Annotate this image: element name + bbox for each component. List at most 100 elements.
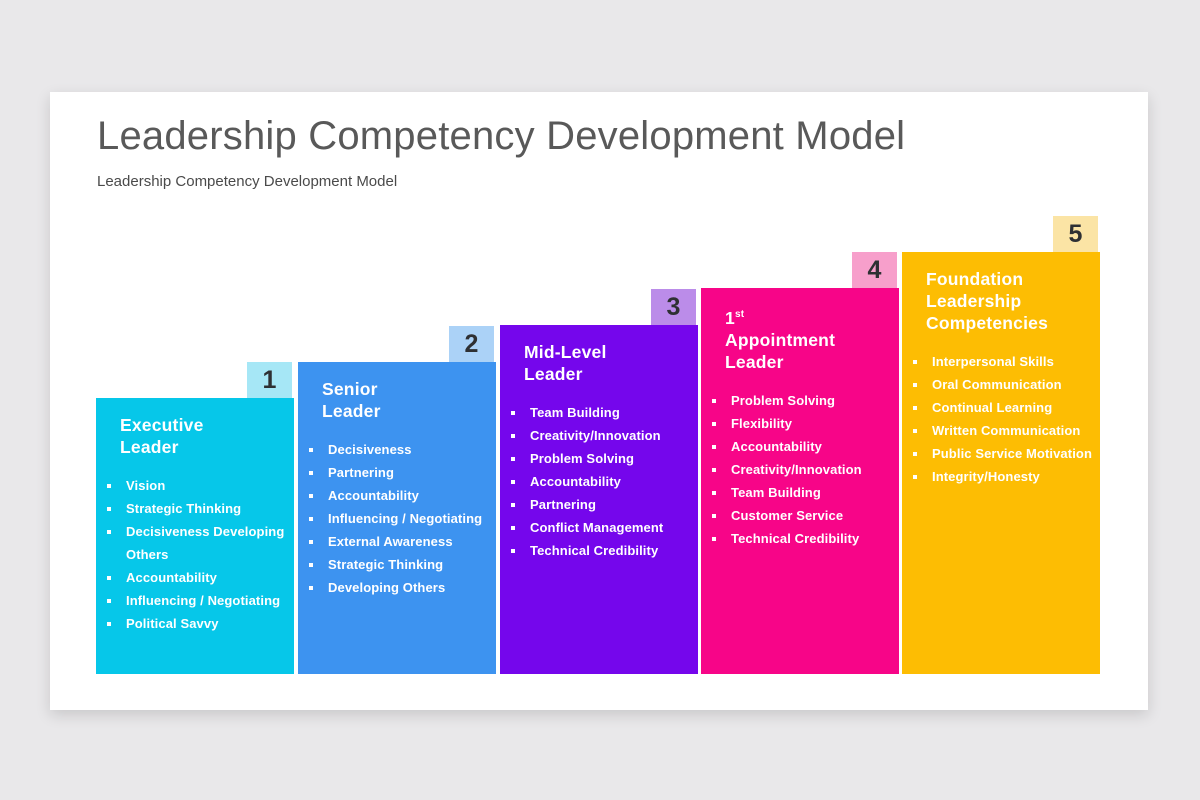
competency-item: Team Building	[701, 481, 893, 504]
column-title: Executive Leader	[120, 415, 204, 457]
slide-subtitle: Leadership Competency Development Model	[97, 173, 398, 190]
bullet-square-icon	[309, 517, 313, 521]
slide-title: Leadership Competency Development Model	[97, 114, 906, 158]
bullet-square-icon	[712, 467, 716, 472]
competency-item: Decisiveness	[298, 438, 490, 461]
competency-item-label: Influencing / Negotiating	[328, 511, 483, 526]
competency-item: Influencing / Negotiating	[298, 507, 490, 530]
competency-item-label: Creativity/Innovation	[530, 428, 661, 443]
competency-item: Oral Communication	[902, 373, 1094, 396]
competency-item: Accountability	[701, 435, 893, 458]
competency-list: Decisiveness Partnering Accountability Infl…	[298, 438, 496, 599]
bullet-square-icon	[309, 540, 313, 544]
competency-item: Conflict Management	[500, 516, 692, 539]
competency-item: Accountability	[500, 470, 692, 493]
competency-item: Integrity/Honesty	[902, 465, 1094, 488]
step-number: 4	[867, 255, 882, 284]
step-number-tab: 5	[1053, 216, 1098, 252]
column-title: 1st Appointment Leader	[725, 307, 836, 372]
competency-item: Vision	[96, 474, 288, 497]
competency-item: Partnering	[298, 461, 490, 484]
competency-list: Vision Strategic Thinking Decisiveness Dev…	[96, 474, 294, 635]
competency-item-label: Problem Solving	[731, 392, 836, 408]
bullet-square-icon	[107, 576, 111, 580]
competency-item: Strategic Thinking	[298, 553, 490, 576]
bullet-square-icon	[309, 494, 313, 498]
bullet-square-icon	[309, 586, 313, 590]
bullet-square-icon	[511, 549, 515, 553]
competency-item: Continual Learning	[902, 396, 1094, 419]
competency-item: Technical Credibility	[701, 527, 893, 550]
bullet-square-icon	[511, 503, 515, 507]
bullet-square-icon	[107, 599, 111, 603]
competency-item-label: Strategic Thinking	[126, 501, 242, 516]
slide-canvas: Leadership Competency Development Model …	[50, 92, 1148, 710]
bullet-square-icon	[511, 480, 515, 484]
competency-item: Technical Credibility	[500, 539, 692, 562]
step-number: 1	[262, 365, 277, 394]
competency-item: Public Service Motivation	[902, 442, 1094, 465]
step-number: 5	[1068, 219, 1083, 248]
competency-item-label: Problem Solving	[530, 451, 635, 466]
competency-column: 5 Foundation Leadership Competencies Interp…	[902, 216, 1100, 674]
bullet-square-icon	[107, 530, 111, 534]
competency-item-label: Continual Learning	[932, 400, 1053, 415]
competency-item: Flexibility	[701, 412, 893, 435]
competency-item: Customer Service	[701, 504, 893, 527]
competency-column: 4 1st Appointment Leader Problem Solving Fle…	[701, 252, 899, 674]
competency-item-label: Team Building	[530, 405, 620, 420]
bullet-square-icon	[309, 563, 313, 567]
competency-item-label: Partnering	[328, 465, 395, 480]
competency-item: Written Communication	[902, 419, 1094, 442]
competency-item: Creativity/Innovation	[701, 458, 893, 481]
competency-list: Problem Solving Flexibility Accountability…	[701, 389, 899, 550]
bullet-square-icon	[712, 490, 716, 495]
competency-item-label: Vision	[126, 478, 166, 493]
bullet-square-icon	[913, 452, 917, 456]
competency-steps: 1 Executive Leader Vision Strategic Thinking…	[50, 92, 1148, 710]
bullet-square-icon	[712, 444, 716, 449]
competency-item: Interpersonal Skills	[902, 350, 1094, 373]
competency-item-label: Flexibility	[731, 415, 793, 431]
competency-item-label: Partnering	[530, 497, 597, 512]
competency-item-label: Public Service Motivation	[932, 446, 1092, 461]
bullet-square-icon	[712, 513, 716, 518]
competency-item: Partnering	[500, 493, 692, 516]
bullet-square-icon	[309, 471, 313, 475]
competency-item-label: Written Communication	[932, 423, 1081, 438]
competency-item: Decisiveness Developing Others	[96, 520, 288, 566]
competency-item-label: Technical Credibility	[530, 543, 659, 558]
competency-item-label: Oral Communication	[932, 377, 1062, 392]
competency-item-label: Accountability	[530, 474, 621, 489]
column-title: Senior Leader	[322, 379, 381, 421]
step-number-tab: 2	[449, 326, 494, 362]
bullet-square-icon	[913, 429, 917, 433]
competency-column: 3 Mid-Level Leader Team Building Creativity/…	[500, 289, 698, 674]
competency-item-label: Influencing / Negotiating	[126, 593, 281, 608]
competency-item-label: Customer Service	[731, 507, 844, 523]
competency-item: Accountability	[96, 566, 288, 589]
competency-item-label: Decisiveness	[328, 442, 412, 457]
bullet-square-icon	[511, 526, 515, 530]
step-number-tab: 1	[247, 362, 292, 398]
step-number: 2	[464, 329, 479, 358]
competency-item-label: Integrity/Honesty	[932, 469, 1040, 484]
competency-item: Problem Solving	[701, 389, 893, 412]
bullet-square-icon	[511, 411, 515, 415]
competency-item: Strategic Thinking	[96, 497, 288, 520]
step-number-tab: 4	[852, 252, 897, 288]
competency-item-label: Conflict Management	[530, 520, 664, 535]
competency-item-label: External Awareness	[328, 534, 453, 549]
competency-item-label: Accountability	[126, 570, 217, 585]
competency-item-label: Accountability	[328, 488, 419, 503]
competency-column: 2 Senior Leader Decisiveness Partnering Accou…	[298, 326, 496, 674]
bullet-square-icon	[712, 421, 716, 426]
competency-item-label: Political Savvy	[126, 616, 219, 631]
bullet-square-icon	[511, 434, 515, 438]
competency-item-label: Accountability	[731, 438, 822, 454]
competency-list: Interpersonal Skills Oral Communication Co…	[902, 350, 1100, 488]
bullet-square-icon	[309, 448, 313, 452]
competency-item-label: Developing Others	[328, 580, 446, 595]
competency-item-label: Creativity/Innovation	[731, 461, 862, 477]
bullet-square-icon	[913, 360, 917, 364]
